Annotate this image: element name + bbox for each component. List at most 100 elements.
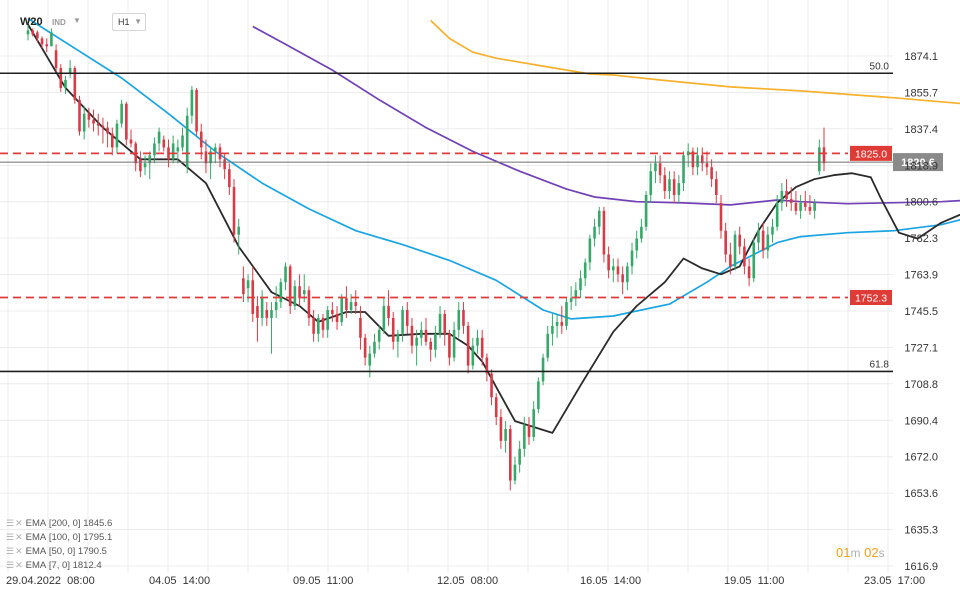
legend-ema-name: EMA (25, 531, 47, 543)
candle-body (148, 155, 152, 164)
candle-body (106, 127, 109, 134)
price-tick-label: 1782.3 (904, 233, 938, 245)
legend-ema-params: [50, 0] (48, 545, 76, 557)
grid (0, 0, 893, 573)
candle-body (513, 464, 517, 481)
candle-body (729, 254, 732, 267)
candle-body (401, 310, 404, 334)
candle-body (527, 425, 531, 437)
candle-body (813, 202, 816, 211)
candle-body (78, 99, 81, 132)
time-tick-label: 12.05 08:00 (437, 575, 498, 587)
candle-body (242, 278, 245, 295)
candle-body (597, 210, 601, 227)
price-tick-label: 1727.1 (904, 342, 938, 354)
candle-body (68, 68, 72, 75)
candle-body (424, 329, 428, 342)
candle-body (26, 30, 30, 35)
countdown-seconds: 02 (864, 545, 879, 560)
candle-body (803, 202, 807, 207)
indicator-settings-icon[interactable]: ☰✕ (6, 559, 24, 570)
candle-body (110, 133, 114, 148)
candle-body (551, 325, 554, 334)
candle-body (40, 38, 44, 45)
candle-body (209, 151, 212, 164)
countdown-second-unit: s (878, 546, 885, 560)
candle-body (218, 147, 222, 160)
chevron-down-icon[interactable]: ▼ (73, 16, 81, 25)
candle-body (808, 206, 812, 211)
time-tick-label: 19.05 11:00 (724, 575, 784, 587)
candle-body (480, 337, 484, 358)
candle-body (616, 266, 620, 275)
candle-body (485, 357, 489, 374)
candle-countdown: 01m 02s (836, 545, 885, 560)
indicator-settings-icon[interactable]: ☰✕ (6, 517, 24, 528)
candle-body (345, 298, 348, 311)
candle-body (143, 163, 147, 168)
candle-body (288, 266, 292, 307)
price-tick-label: 1855.7 (904, 87, 938, 99)
candle-body (462, 310, 465, 326)
candle-body (635, 238, 639, 251)
candle-body (96, 123, 100, 126)
candle-body (504, 428, 507, 441)
candle-body (181, 135, 184, 148)
candle-body (298, 286, 301, 299)
candle-body (452, 329, 456, 358)
legend-ema-params: [100, 0] (48, 531, 81, 543)
candle-body (719, 202, 723, 231)
ema-100-line (252, 25, 960, 206)
candle-body (448, 333, 451, 358)
price-tick-label: 1635.3 (904, 525, 938, 537)
candle-body (139, 159, 142, 172)
candle-body (574, 290, 578, 299)
candle-body (321, 317, 325, 330)
price-tick-label: 1672.0 (904, 452, 938, 464)
candle-body (125, 103, 128, 140)
legend-row-ema100[interactable]: ☰✕ EMA [100, 0] 1795.1 (6, 530, 112, 544)
candle-body (359, 317, 362, 338)
candle-body (546, 333, 550, 358)
candle-body (153, 143, 156, 156)
candle-body (326, 310, 329, 330)
candle-body (167, 147, 170, 160)
candle-body (761, 230, 765, 251)
candle-body (766, 234, 770, 251)
support-level-label: 1752.3 (855, 293, 887, 305)
price-tick-label: 1653.6 (904, 488, 938, 500)
candle-body (396, 333, 400, 342)
candle-body (672, 179, 676, 196)
candle-body (583, 262, 587, 279)
candle-body (471, 345, 475, 366)
candle-body (499, 417, 503, 441)
candle-body (654, 163, 657, 172)
price-tick-label: 1708.8 (904, 379, 938, 391)
candle-body (312, 317, 315, 334)
candle-body (518, 448, 521, 465)
candle-body (644, 195, 648, 227)
candle-body (368, 353, 372, 366)
candle-body (382, 306, 386, 330)
legend-row-ema200[interactable]: ☰✕ EMA [200, 0] 1845.6 (6, 516, 112, 530)
candle-body (377, 329, 381, 342)
candle-body (387, 306, 390, 318)
indicator-settings-icon[interactable]: ☰✕ (6, 545, 24, 556)
candle-body (265, 310, 269, 318)
candle-body (537, 381, 540, 410)
candle-body (794, 202, 798, 211)
horizontal-levels[interactable]: 50.0 61.8 1825.0 1752.3 1820.6 (0, 61, 943, 373)
legend-ema-value: 1845.6 (83, 517, 113, 529)
legend-row-ema7[interactable]: ☰✕ EMA [7, 0] 1812.4 (6, 558, 112, 572)
indicator-settings-icon[interactable]: ☰✕ (6, 531, 24, 542)
candle-body (317, 317, 320, 334)
timeframe-select[interactable]: H1 ▼ (112, 13, 146, 31)
legend-row-ema50[interactable]: ☰✕ EMA [50, 0] 1790.5 (6, 544, 112, 558)
candle-body (532, 409, 535, 437)
fib-level-label: 50.0 (870, 61, 890, 72)
candle-body (438, 313, 442, 334)
ema-lines (27, 17, 960, 434)
symbol-label[interactable]: W20 (20, 16, 43, 28)
